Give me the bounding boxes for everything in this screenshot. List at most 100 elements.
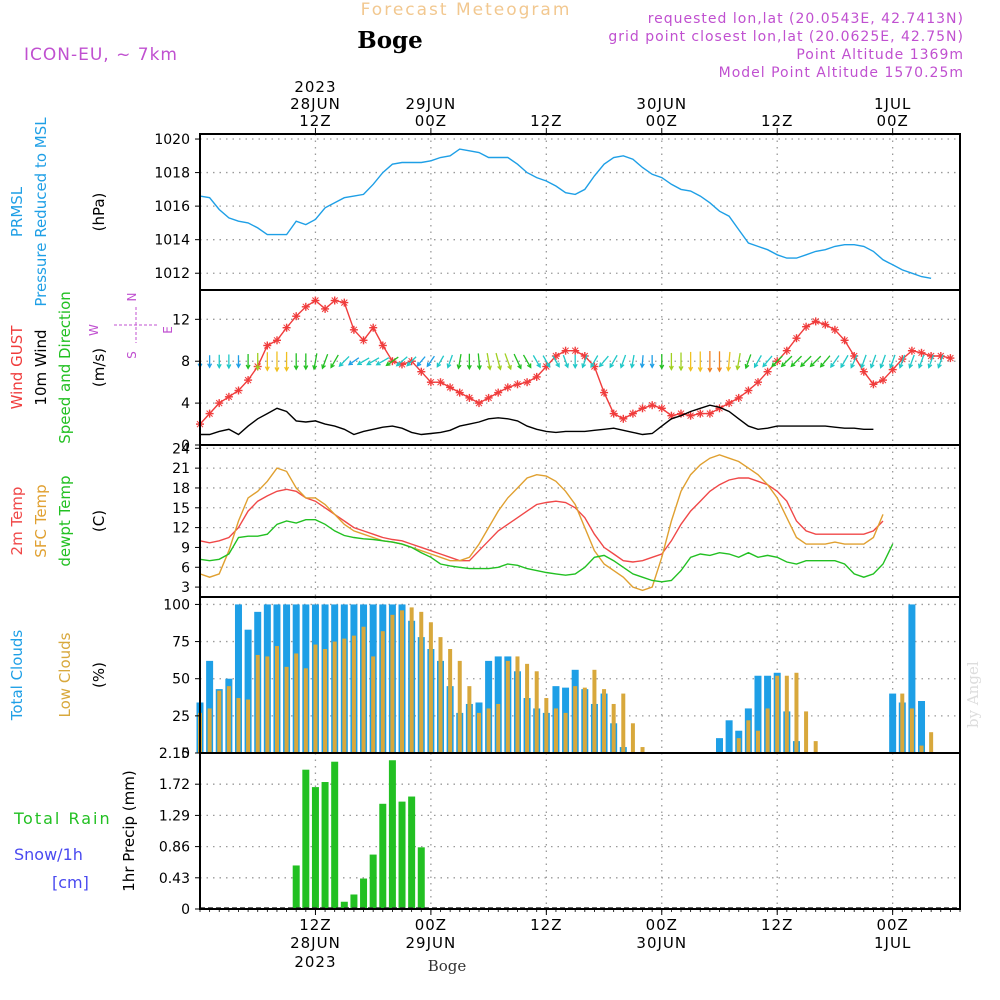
footer-location: Boge bbox=[428, 957, 467, 975]
axis-label: Wind GUST bbox=[8, 325, 26, 410]
gust-marker-d2 bbox=[360, 336, 367, 344]
gust-marker bbox=[686, 411, 695, 420]
low-cloud-bar bbox=[390, 614, 395, 753]
gust-marker-d2 bbox=[225, 393, 233, 401]
axis-label: 2m Temp bbox=[8, 487, 26, 556]
wind-arrow bbox=[313, 353, 318, 370]
low-cloud-bar bbox=[303, 668, 308, 753]
wind-arrow-head bbox=[235, 363, 241, 369]
wind-arrow bbox=[562, 354, 569, 368]
wind-arrow bbox=[552, 355, 560, 367]
y-tick-label: 1016 bbox=[154, 199, 190, 215]
gust-marker bbox=[523, 378, 532, 387]
gust-marker-d2 bbox=[870, 380, 877, 388]
gust-marker-d2 bbox=[639, 404, 646, 412]
gust-marker-d2 bbox=[937, 352, 945, 360]
y-tick-label: 1020 bbox=[154, 132, 190, 148]
wind-arrow bbox=[937, 354, 944, 368]
y-tick-label: 75 bbox=[172, 635, 190, 651]
gust-marker bbox=[465, 393, 474, 402]
wind-arrow bbox=[348, 357, 360, 366]
gust-marker bbox=[859, 367, 868, 376]
wind-arrow bbox=[457, 354, 462, 369]
gust-marker-d2 bbox=[687, 412, 694, 420]
low-cloud-bar bbox=[351, 635, 356, 753]
wind-arrow-head bbox=[572, 363, 578, 370]
wind-arrow-head bbox=[927, 363, 933, 369]
gust-marker-d2 bbox=[263, 342, 271, 349]
wind-arrow bbox=[899, 354, 906, 368]
y-tick-label: 3 bbox=[181, 580, 190, 596]
gust-marker-d2 bbox=[215, 399, 223, 407]
wind-arrow bbox=[860, 354, 867, 368]
low-cloud-bar bbox=[611, 703, 616, 753]
unit-label: (hPa) bbox=[90, 193, 108, 232]
gust-marker-d2 bbox=[427, 378, 435, 386]
axis-label: Speed and Direction bbox=[56, 291, 74, 444]
gust-marker bbox=[455, 388, 464, 397]
gust-marker-d2 bbox=[927, 352, 935, 360]
wind-arrow-head bbox=[416, 361, 422, 367]
bottom-date-label: 28JUN bbox=[290, 934, 341, 952]
gust-marker bbox=[503, 383, 512, 392]
rain-bar bbox=[388, 760, 396, 909]
gust-marker bbox=[484, 393, 493, 402]
gust-marker bbox=[763, 367, 772, 376]
wind-arrow bbox=[330, 354, 339, 368]
rain-bar bbox=[350, 894, 358, 909]
bottom-date-label: 30JUN bbox=[636, 934, 687, 952]
sfc-temp-line bbox=[199, 454, 884, 592]
axis-label: PRMSL bbox=[8, 186, 26, 237]
gust-marker bbox=[436, 378, 445, 387]
wind-arrow-head bbox=[347, 360, 354, 366]
total-cloud-bar bbox=[244, 629, 252, 753]
wind-arrow-head bbox=[526, 363, 532, 369]
gust-marker-d2 bbox=[321, 305, 329, 313]
wind-arrow bbox=[486, 352, 491, 370]
wind-arrow-head bbox=[840, 363, 845, 369]
low-cloud-bar bbox=[900, 693, 905, 753]
gust-marker-d2 bbox=[350, 326, 358, 334]
low-cloud-bar bbox=[428, 622, 433, 753]
gust-marker bbox=[301, 302, 310, 311]
gust-marker-d2 bbox=[754, 378, 762, 386]
wind-arrow-head bbox=[426, 362, 432, 368]
gust-marker bbox=[638, 404, 647, 413]
y-tick-label: 1.29 bbox=[159, 808, 190, 824]
gust-marker-d2 bbox=[735, 394, 743, 402]
top-date-label: 29JUN bbox=[406, 95, 457, 113]
gust-marker-d2 bbox=[668, 412, 675, 420]
axis-label: SFC Temp bbox=[32, 484, 50, 557]
wind-arrow bbox=[406, 356, 417, 367]
wind-arrow-head bbox=[819, 362, 825, 368]
low-cloud-bar bbox=[592, 669, 597, 753]
gust-marker bbox=[734, 393, 743, 402]
gust-marker-d2 bbox=[725, 399, 733, 407]
point-altitude: Point Altitude 1369m bbox=[796, 47, 964, 63]
gust-marker-d2 bbox=[716, 404, 723, 412]
wind-arrow bbox=[810, 355, 822, 367]
low-cloud-bar bbox=[226, 686, 231, 753]
low-cloud-bar bbox=[380, 631, 385, 753]
gust-marker bbox=[600, 388, 609, 397]
wind-arrow-head bbox=[649, 363, 655, 369]
wind-arrow bbox=[928, 354, 935, 368]
location-title: Boge bbox=[357, 27, 423, 54]
low-cloud-bar bbox=[929, 732, 934, 753]
wind-arrow-head bbox=[436, 362, 442, 368]
gust-marker bbox=[619, 414, 628, 423]
gust-marker bbox=[532, 372, 541, 381]
gust-marker bbox=[330, 296, 339, 305]
low-cloud-bar bbox=[438, 637, 443, 753]
y-tick-label: 0 bbox=[181, 902, 190, 918]
compass-south: S bbox=[125, 351, 139, 359]
total-cloud-bar bbox=[918, 701, 926, 753]
wind-arrow-head bbox=[338, 361, 344, 367]
axis-label: dewpt Temp bbox=[56, 475, 74, 566]
gust-marker bbox=[936, 352, 945, 360]
bottom-year-label: 2023 bbox=[294, 953, 336, 971]
gust-marker bbox=[340, 298, 349, 307]
wind-arrow-head bbox=[917, 363, 923, 369]
top-hour-label: 00Z bbox=[415, 112, 447, 130]
